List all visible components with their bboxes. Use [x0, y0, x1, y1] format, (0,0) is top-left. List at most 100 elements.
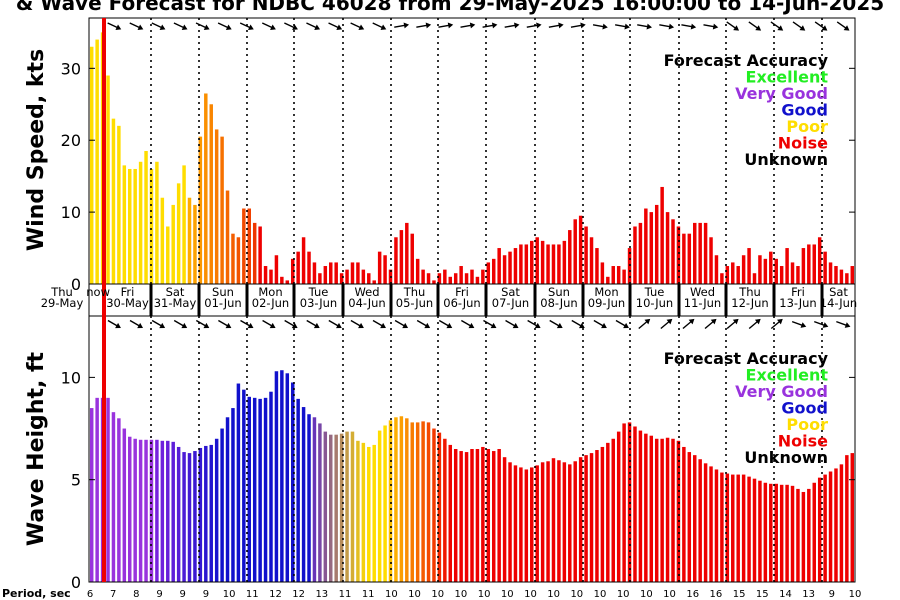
wave-direction-arrow-icon	[770, 318, 783, 330]
wave-y-tick-label: 5	[71, 471, 81, 490]
wind-direction-arrow-icon	[438, 22, 454, 29]
wind-bar	[149, 168, 154, 284]
wind-bar	[812, 244, 816, 284]
wave-bar	[345, 431, 349, 582]
wave-bar	[220, 428, 224, 582]
day-name-label: Sat	[829, 285, 848, 299]
wave-bar	[187, 453, 192, 582]
wave-direction-arrow-icon	[505, 319, 519, 329]
wave-bar	[741, 474, 746, 582]
wind-bar	[301, 237, 306, 284]
wave-direction-arrow-icon	[571, 319, 585, 329]
wave-legend-entry: Poor	[786, 415, 828, 434]
wave-bar	[703, 463, 708, 582]
day-date-label: 12-Jun	[731, 296, 768, 310]
wind-bar	[144, 151, 148, 284]
day-date-label: 04-Jun	[348, 296, 385, 310]
wind-bar	[231, 233, 235, 284]
wave-bar	[214, 438, 219, 582]
wind-direction-arrow-icon	[151, 22, 166, 30]
wave-direction-arrow-icon	[438, 319, 453, 329]
wind-bar	[111, 118, 116, 284]
period-tick-label: 16	[710, 589, 723, 600]
wave-y-tick-label: 0	[71, 573, 81, 592]
period-tick-label: 10	[385, 589, 398, 600]
wave-direction-arrow-icon	[173, 319, 188, 329]
wave-bar	[394, 417, 398, 582]
wind-bar	[790, 262, 795, 284]
wave-direction-arrow-icon	[682, 318, 695, 330]
wind-bar	[513, 248, 518, 284]
day-date-label: 29-May	[41, 296, 84, 310]
wave-bar	[589, 453, 594, 582]
wind-direction-arrow-icon	[173, 22, 188, 30]
wind-bar	[95, 39, 99, 284]
wind-direction-arrow-icon	[107, 22, 122, 30]
day-date-label: 01-Jun	[204, 296, 241, 310]
wind-bar	[258, 226, 262, 284]
wave-bar	[312, 417, 317, 582]
wave-direction-arrow-icon	[218, 319, 232, 329]
wave-direction-arrow-icon	[615, 319, 629, 329]
wave-bar	[497, 449, 501, 582]
wind-bar	[361, 269, 366, 284]
wind-bar	[198, 136, 203, 284]
wave-bar	[807, 488, 811, 582]
wind-direction-arrow-icon	[792, 21, 806, 31]
wave-bar	[128, 436, 132, 582]
day-date-label: 03-Jun	[300, 296, 337, 310]
wave-bar	[486, 449, 491, 582]
wind-bar	[410, 233, 414, 284]
day-date-label: 30-May	[106, 296, 149, 310]
wave-legend-entry: Very Good	[735, 382, 828, 401]
wave-bar	[453, 449, 458, 582]
wave-bar	[258, 398, 262, 582]
wind-bars	[89, 32, 855, 285]
wind-bar	[182, 165, 186, 284]
wind-bar	[654, 204, 659, 284]
wind-bar	[89, 46, 94, 284]
wave-bar	[823, 474, 827, 582]
wind-bar	[546, 244, 550, 284]
wind-bar	[128, 168, 132, 284]
wave-bar	[377, 430, 382, 582]
wind-bar	[611, 266, 615, 284]
wave-bar	[290, 382, 295, 582]
wind-bar	[209, 104, 213, 285]
wind-legend-entry: Excellent	[746, 68, 829, 87]
wave-bar	[698, 459, 702, 582]
wind-bar	[176, 183, 181, 284]
wind-bar	[312, 262, 317, 284]
wave-bar	[817, 477, 822, 582]
wave-direction-arrow-icon	[195, 319, 210, 329]
wind-bar	[296, 251, 300, 284]
wave-direction-arrow-icon	[129, 319, 144, 329]
wave-bar	[470, 449, 474, 582]
wind-bar	[551, 244, 556, 284]
wind-bar	[540, 240, 545, 284]
wave-bar	[595, 450, 599, 582]
wave-bar	[204, 445, 208, 582]
period-tick-label: 12	[292, 589, 305, 600]
wind-bar	[334, 262, 338, 284]
wave-bar	[318, 423, 322, 582]
wave-bar	[133, 438, 137, 582]
wind-bar	[122, 165, 127, 284]
wave-plot-frame	[88, 315, 856, 583]
wind-y-axis: 0 10 20 30	[61, 59, 855, 294]
wave-legend-title: Forecast Accuracy	[664, 349, 829, 368]
wind-bar	[497, 248, 501, 284]
wind-bar	[394, 237, 398, 284]
wave-bar	[758, 480, 762, 582]
wave-bar	[736, 474, 740, 582]
wind-bar	[796, 266, 800, 284]
day-date-label: 14-Jun	[820, 296, 857, 310]
wind-bar	[247, 208, 252, 284]
wave-bar	[606, 442, 610, 582]
wind-y-tick-label: 20	[61, 131, 81, 150]
wind-bar	[356, 262, 360, 284]
wind-y-tick-label: 10	[61, 203, 81, 222]
wave-bar	[410, 422, 414, 582]
